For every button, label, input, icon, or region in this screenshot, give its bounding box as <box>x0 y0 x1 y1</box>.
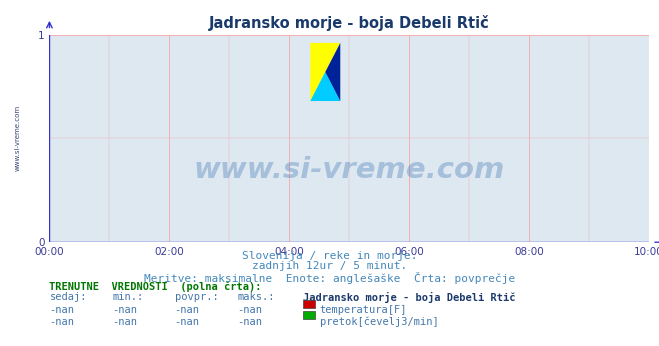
Title: Jadransko morje - boja Debeli Rtič: Jadransko morje - boja Debeli Rtič <box>209 15 490 31</box>
Text: -nan: -nan <box>112 317 137 327</box>
Text: pretok[čevelj3/min]: pretok[čevelj3/min] <box>320 317 438 327</box>
Polygon shape <box>326 43 340 101</box>
Text: -nan: -nan <box>49 317 74 327</box>
Text: www.si-vreme.com: www.si-vreme.com <box>194 156 505 183</box>
Text: www.si-vreme.com: www.si-vreme.com <box>15 105 21 172</box>
Text: -nan: -nan <box>237 305 262 315</box>
Text: Meritve: maksimalne  Enote: anglešaške  Črta: povprečje: Meritve: maksimalne Enote: anglešaške Čr… <box>144 272 515 284</box>
Text: Jadransko morje - boja Debeli Rtič: Jadransko morje - boja Debeli Rtič <box>303 292 515 303</box>
Text: Slovenija / reke in morje.: Slovenija / reke in morje. <box>242 251 417 261</box>
Text: maks.:: maks.: <box>237 292 275 302</box>
Text: povpr.:: povpr.: <box>175 292 218 302</box>
Text: -nan: -nan <box>49 305 74 315</box>
Text: -nan: -nan <box>175 305 200 315</box>
Text: -nan: -nan <box>237 317 262 327</box>
Text: zadnjih 12ur / 5 minut.: zadnjih 12ur / 5 minut. <box>252 261 407 271</box>
Polygon shape <box>310 72 340 101</box>
Text: TRENUTNE  VREDNOSTI  (polna črta):: TRENUTNE VREDNOSTI (polna črta): <box>49 282 262 292</box>
Text: -nan: -nan <box>175 317 200 327</box>
Text: -nan: -nan <box>112 305 137 315</box>
Polygon shape <box>310 43 340 101</box>
Text: sedaj:: sedaj: <box>49 292 87 302</box>
Text: min.:: min.: <box>112 292 143 302</box>
Text: temperatura[F]: temperatura[F] <box>320 305 407 315</box>
